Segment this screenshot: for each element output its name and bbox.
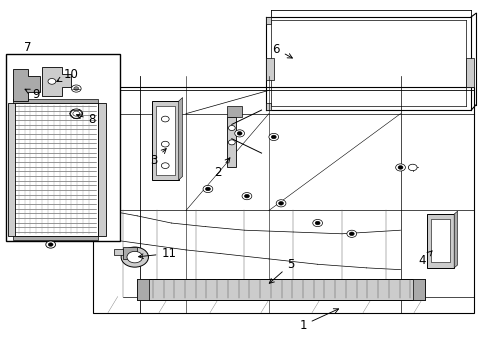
Circle shape (127, 251, 142, 263)
Circle shape (346, 230, 356, 237)
Bar (98, 103, 105, 235)
Circle shape (268, 134, 278, 140)
Bar (156, 107, 174, 175)
Bar (466, 58, 473, 87)
Circle shape (70, 109, 82, 118)
Bar (266, 58, 273, 80)
Circle shape (315, 221, 320, 225)
Circle shape (276, 200, 285, 207)
Circle shape (161, 116, 169, 122)
Polygon shape (427, 214, 453, 268)
Circle shape (205, 187, 210, 191)
Text: 6: 6 (272, 42, 292, 58)
Circle shape (237, 132, 242, 135)
Circle shape (46, 241, 56, 248)
Circle shape (228, 126, 235, 131)
Circle shape (48, 243, 53, 246)
Polygon shape (152, 101, 178, 180)
Polygon shape (178, 98, 182, 180)
Circle shape (242, 193, 251, 200)
Polygon shape (453, 211, 457, 268)
Polygon shape (266, 103, 271, 110)
Text: 2: 2 (213, 158, 229, 179)
Text: 10: 10 (57, 68, 79, 81)
Bar (13, 99, 98, 103)
Circle shape (161, 163, 169, 168)
Polygon shape (227, 107, 242, 117)
Polygon shape (13, 69, 40, 101)
Bar (5, 54, 120, 241)
Circle shape (395, 164, 405, 171)
Bar (93, 87, 473, 313)
Text: 1: 1 (299, 309, 338, 332)
Circle shape (73, 111, 80, 116)
Circle shape (203, 185, 212, 193)
Circle shape (161, 141, 169, 147)
Circle shape (271, 135, 276, 139)
Polygon shape (42, 67, 71, 96)
Circle shape (74, 87, 79, 90)
Text: 3: 3 (150, 149, 166, 167)
Circle shape (407, 164, 416, 171)
Circle shape (71, 85, 81, 92)
Text: 11: 11 (138, 247, 176, 260)
Circle shape (48, 78, 56, 84)
Bar (227, 117, 236, 167)
Bar (137, 279, 424, 300)
Text: 8: 8 (76, 113, 96, 126)
Bar (430, 220, 449, 262)
Circle shape (348, 232, 353, 235)
Circle shape (278, 202, 283, 205)
Text: 5: 5 (269, 258, 294, 283)
Bar (13, 103, 98, 235)
Circle shape (228, 140, 235, 145)
Bar (137, 279, 149, 300)
Circle shape (312, 220, 322, 226)
Text: 9: 9 (25, 88, 40, 101)
Bar (412, 279, 424, 300)
Text: 7: 7 (24, 41, 31, 54)
Polygon shape (122, 247, 137, 259)
Circle shape (244, 194, 249, 198)
Circle shape (397, 166, 402, 169)
Bar (8, 103, 15, 235)
Circle shape (234, 130, 244, 137)
Polygon shape (114, 249, 122, 255)
Circle shape (121, 247, 148, 267)
Bar (13, 235, 98, 240)
Polygon shape (266, 17, 271, 24)
Text: 4: 4 (418, 251, 431, 267)
